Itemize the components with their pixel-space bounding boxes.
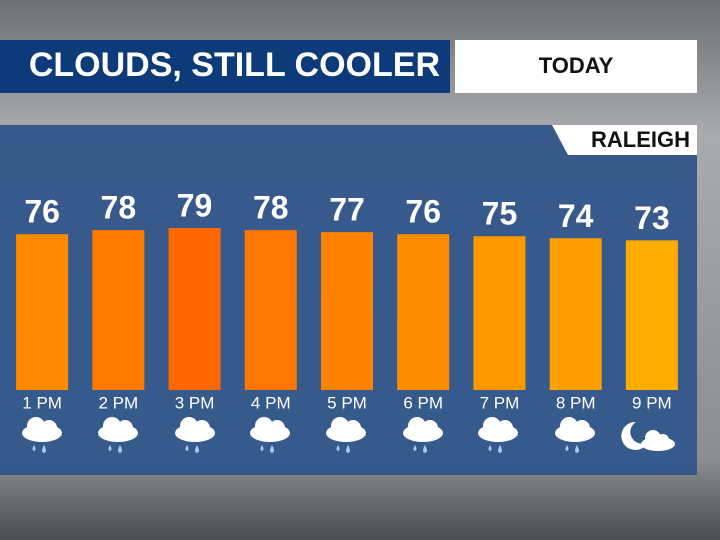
x-tick-label: 9 PM [632,393,672,412]
value-label: 75 [482,196,518,232]
value-label: 79 [177,188,213,224]
x-tick-label: 7 PM [480,393,520,412]
x-tick-label: 4 PM [251,393,291,412]
value-label: 78 [253,190,289,226]
x-tick-label: 8 PM [556,393,596,412]
bar [321,232,373,390]
weather-icons [22,417,675,453]
value-label: 76 [405,194,441,230]
x-tick-label: 5 PM [327,393,367,412]
x-tick-label: 3 PM [175,393,215,412]
bar [168,228,221,390]
title-bar [0,40,450,93]
x-tick-label: 2 PM [98,393,138,412]
subtitle: TODAY [539,53,614,78]
subtitle-box [455,40,697,93]
bar [397,234,450,390]
value-label: 73 [634,200,670,236]
bar [549,238,602,390]
bar [625,240,678,390]
value-label: 78 [101,190,137,226]
x-tick-label: 6 PM [403,393,443,412]
bar [244,230,297,390]
value-label: 76 [24,194,60,230]
bar [473,236,526,390]
bar [16,234,69,390]
value-label: 77 [329,192,365,228]
location-tab [552,125,697,155]
value-label: 74 [558,198,594,234]
location: RALEIGH [591,127,690,152]
x-tick-label: 1 PM [22,393,62,412]
chart-title: CLOUDS, STILL COOLER [29,46,440,84]
bar [92,230,145,390]
